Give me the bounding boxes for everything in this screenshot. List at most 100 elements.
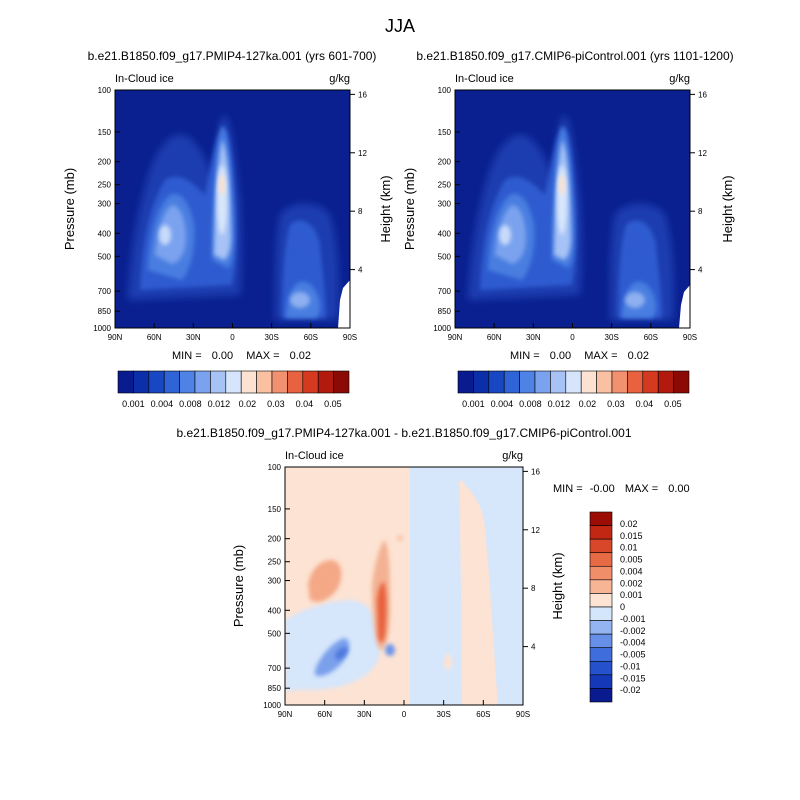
y-tick-label: 200 — [438, 158, 452, 167]
colorbar-swatch — [589, 688, 613, 703]
panel-b-stats: MIN = 0.00 MAX = 0.02 — [510, 350, 649, 362]
right-tick-label: 8 — [531, 584, 536, 593]
y-tick-label: 850 — [268, 684, 282, 693]
colorbar-swatch — [589, 674, 613, 689]
colorbar-swatch — [240, 370, 257, 394]
colorbar-label: 0.01 — [620, 543, 638, 553]
colorbar-label: 0.004 — [491, 399, 514, 409]
colorbar-swatch — [225, 370, 242, 394]
colorbar-label: 0.001 — [620, 590, 643, 600]
colorbar-swatch — [596, 370, 613, 394]
right-tick-label: 12 — [531, 526, 540, 535]
panel-b-max-prefix: MAX = — [584, 350, 617, 362]
colorbar-swatch — [473, 370, 490, 394]
colorbar-swatch — [534, 370, 551, 394]
colorbar-label: 0.04 — [636, 399, 654, 409]
colorbar-swatch — [287, 370, 304, 394]
x-tick-label: 30S — [605, 333, 619, 342]
colorbar-label: 0 — [620, 602, 625, 612]
x-tick-label: 90S — [343, 333, 357, 342]
y-tick-label: 250 — [268, 558, 282, 567]
x-tick-label: 30S — [265, 333, 279, 342]
panel-b-min-value: 0.00 — [550, 350, 571, 362]
y-tick-label: 1000 — [433, 324, 451, 333]
panel-b-max-value: 0.02 — [628, 350, 649, 362]
colorbar-label: -0.005 — [620, 650, 646, 660]
panel-c-min-value: -0.00 — [590, 483, 615, 495]
colorbar-swatch — [256, 370, 273, 394]
colorbar-swatch — [580, 370, 597, 394]
x-tick-label: 0 — [402, 710, 407, 719]
colorbar-label: 0.005 — [620, 555, 643, 565]
colorbar-label: 0.02 — [239, 399, 257, 409]
colorbar-swatch — [589, 565, 613, 581]
colorbar-swatch — [117, 370, 134, 394]
colorbar-swatch — [163, 370, 180, 394]
panel-c-max-value: 0.00 — [668, 483, 689, 495]
colorbar-swatch — [589, 633, 613, 649]
colorbar-label: 0.03 — [607, 399, 625, 409]
x-tick-label: 30N — [357, 710, 372, 719]
y-tick-label: 200 — [268, 535, 282, 544]
colorbar-label: 0.02 — [579, 399, 597, 409]
y-tick-label: 850 — [438, 307, 452, 316]
panel-a-min-value: 0.00 — [212, 350, 233, 362]
colorbar-swatch — [589, 593, 613, 608]
colorbar-label: 0.05 — [664, 399, 682, 409]
panel-b: b.e21.B1850.f09_g17.CMIP6-piControl.001 … — [402, 49, 735, 409]
colorbar-label: 0.004 — [151, 399, 174, 409]
colorbar-swatch — [179, 370, 196, 394]
y-tick-label: 700 — [268, 664, 282, 673]
colorbar-swatch — [148, 370, 165, 394]
right-tick-label: 8 — [698, 207, 703, 216]
y-tick-label: 100 — [268, 463, 282, 472]
panel-b-title: b.e21.B1850.f09_g17.CMIP6-piControl.001 … — [416, 49, 733, 63]
y-tick-label: 300 — [268, 577, 282, 586]
panel-b-units-label: g/kg — [669, 73, 690, 85]
panel-a-colorbar: 0.001 0.004 0.008 0.012 0.02 0.03 0.04 0.05 — [117, 370, 350, 409]
colorbar-swatch — [589, 525, 613, 540]
right-tick-label: 8 — [358, 207, 363, 216]
right-tick-label: 4 — [358, 266, 363, 275]
colorbar-label: 0.02 — [620, 519, 638, 529]
colorbar-label: 0.012 — [548, 399, 571, 409]
colorbar-swatch — [589, 606, 613, 621]
colorbar-label: 0.05 — [324, 399, 342, 409]
x-tick-label: 60S — [476, 710, 490, 719]
y-tick-label: 250 — [98, 181, 112, 190]
colorbar-label: 0.002 — [620, 578, 643, 588]
colorbar-label: -0.001 — [620, 614, 646, 624]
x-tick-label: 90S — [516, 710, 530, 719]
colorbar-swatch — [488, 370, 505, 394]
y-tick-label: 200 — [98, 158, 112, 167]
colorbar-swatch — [642, 370, 659, 394]
panel-a-ylabel: Pressure (mb) — [62, 168, 77, 250]
panel-a-max-value: 0.02 — [290, 350, 311, 362]
x-tick-label: 0 — [230, 333, 235, 342]
x-tick-label: 60N — [317, 710, 332, 719]
colorbar-swatch — [503, 370, 520, 394]
colorbar-swatch — [519, 370, 536, 394]
colorbar-label: -0.015 — [620, 673, 646, 683]
x-tick-label: 60N — [487, 333, 502, 342]
colorbar-swatch — [550, 370, 567, 394]
colorbar-swatch — [271, 370, 288, 394]
panel-a-max-prefix: MAX = — [246, 350, 279, 362]
panel-c-title: b.e21.B1850.f09_g17.PMIP4-127ka.001 - b.… — [177, 426, 632, 440]
right-tick-label: 16 — [531, 467, 540, 476]
panel-a-variable-label: In-Cloud ice — [115, 73, 174, 85]
panel-c-field — [285, 467, 523, 705]
colorbar-label: 0.03 — [267, 399, 285, 409]
panel-c-variable-label: In-Cloud ice — [285, 450, 344, 462]
panel-c-stats: MIN = -0.00 MAX = 0.00 — [553, 483, 690, 495]
colorbar-swatch — [589, 579, 613, 594]
panel-a-title: b.e21.B1850.f09_g17.PMIP4-127ka.001 (yrs… — [88, 49, 377, 63]
colorbar-swatch — [317, 370, 334, 394]
panel-c-min-prefix: MIN = — [553, 483, 583, 495]
y-tick-label: 400 — [98, 229, 112, 238]
colorbar-label: 0.008 — [179, 399, 202, 409]
y-tick-label: 250 — [438, 181, 452, 190]
